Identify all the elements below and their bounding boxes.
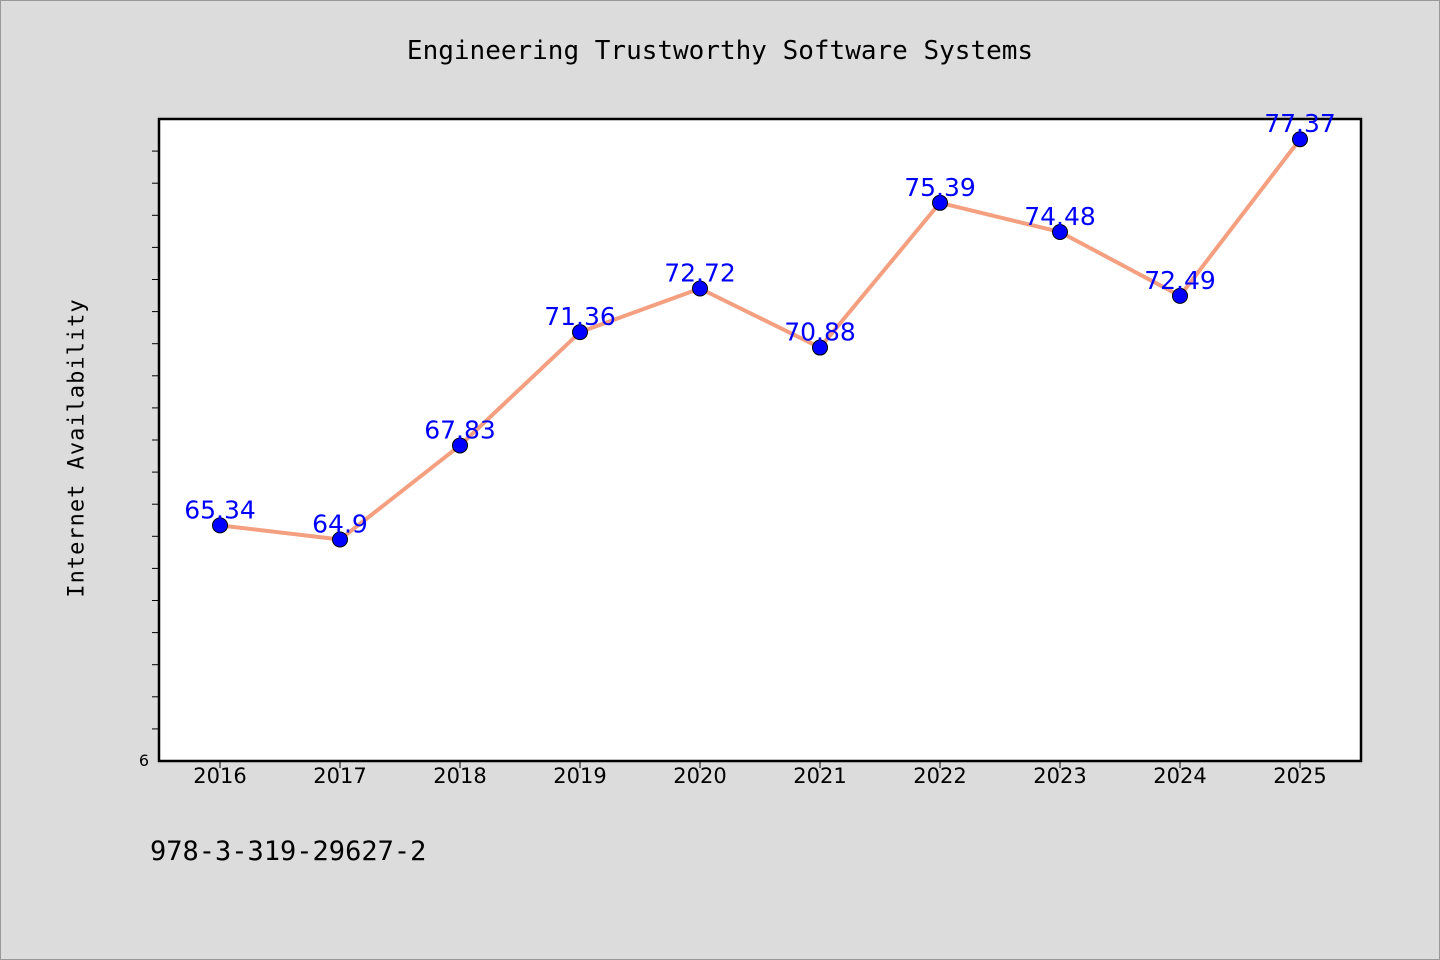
data-label: 77.37 — [1264, 109, 1336, 138]
data-label: 74.48 — [1024, 202, 1096, 231]
data-point — [452, 437, 468, 454]
isbn-footer: 978-3-319-29627-2 — [150, 836, 427, 867]
y-tick-label: 6 — [139, 751, 149, 770]
data-label: 72.49 — [1144, 266, 1216, 295]
data-label: 72.72 — [664, 258, 736, 287]
x-tick-label: 2023 — [1033, 764, 1086, 788]
data-label: 75.39 — [904, 173, 976, 202]
x-tick-label: 2020 — [673, 764, 726, 788]
series-line — [218, 137, 1302, 542]
data-label: 70.88 — [784, 318, 856, 347]
x-tick-label: 2022 — [913, 764, 966, 788]
x-tick-label: 2018 — [433, 764, 486, 788]
x-tick-label: 2025 — [1273, 764, 1326, 788]
data-point — [332, 531, 348, 548]
data-point — [1292, 131, 1308, 148]
chart-title: Engineering Trustworthy Software Systems — [406, 36, 1034, 66]
x-tick-label: 2017 — [313, 764, 366, 788]
data-label: 64.9 — [312, 510, 368, 539]
x-tick-label: 2024 — [1153, 764, 1206, 788]
x-tick-label: 2019 — [553, 764, 606, 788]
data-point — [932, 194, 948, 211]
plot-area — [157, 117, 1363, 763]
data-label: 67.83 — [424, 415, 496, 444]
data-point — [572, 324, 588, 341]
data-point — [1172, 287, 1188, 304]
data-label: 65.34 — [184, 495, 256, 524]
data-point — [812, 339, 828, 356]
x-tick-label: 2016 — [193, 764, 246, 788]
data-point — [692, 280, 708, 297]
data-point — [212, 517, 228, 534]
data-label: 71.36 — [544, 302, 616, 331]
data-point — [1052, 223, 1068, 240]
x-tick-label: 2021 — [793, 764, 846, 788]
